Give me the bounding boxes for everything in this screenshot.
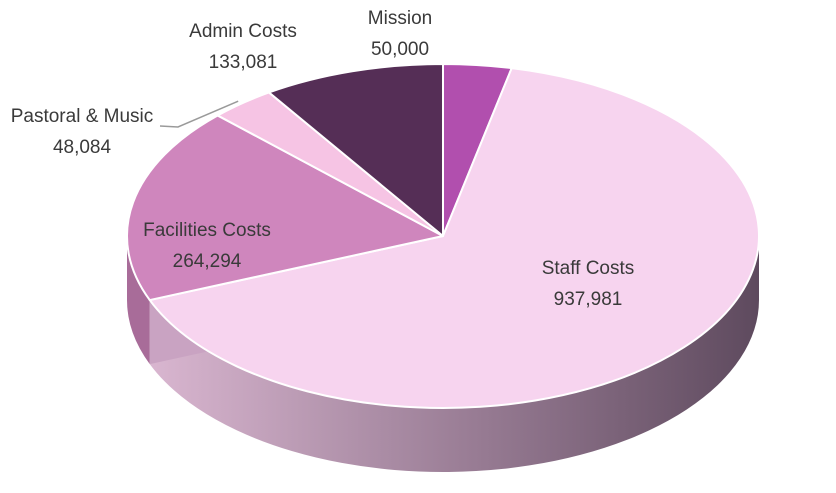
pie-slice-facilities-costs [126, 114, 444, 302]
label-pastoral-and-music: Pastoral & Music 48,084 [11, 106, 154, 158]
pie-side-facilities-costs [127, 236, 150, 365]
pie-slice-admin-costs [267, 63, 444, 237]
label-name-admin-costs: Admin Costs [189, 21, 297, 42]
label-value-mission: 50,000 [371, 39, 429, 60]
label-facilities-costs: Facilities Costs 264,294 [143, 220, 271, 272]
label-name-mission: Mission [368, 8, 432, 29]
label-mission: Mission 50,000 [368, 8, 432, 60]
label-value-pastoral-and-music: 48,084 [53, 137, 112, 158]
pastoral-music-leader-line [159, 100, 239, 128]
label-name-facilities-costs: Facilities Costs [143, 220, 271, 241]
label-name-staff-costs: Staff Costs [542, 258, 635, 279]
pie-slices [126, 63, 760, 409]
label-value-staff-costs: 937,981 [554, 289, 623, 310]
pie-side-staff-costs [149, 236, 760, 473]
pie-labels: Mission 50,000 Staff Costs 937,981 Facilitie… [11, 8, 635, 310]
label-staff-costs: Staff Costs 937,981 [542, 258, 635, 310]
label-name-pastoral-and-music: Pastoral & Music [11, 106, 154, 127]
label-admin-costs: Admin Costs 133,081 [189, 21, 297, 73]
label-value-facilities-costs: 264,294 [173, 251, 242, 272]
pie-slice-staff-costs [148, 67, 760, 409]
label-value-admin-costs: 133,081 [209, 52, 278, 73]
